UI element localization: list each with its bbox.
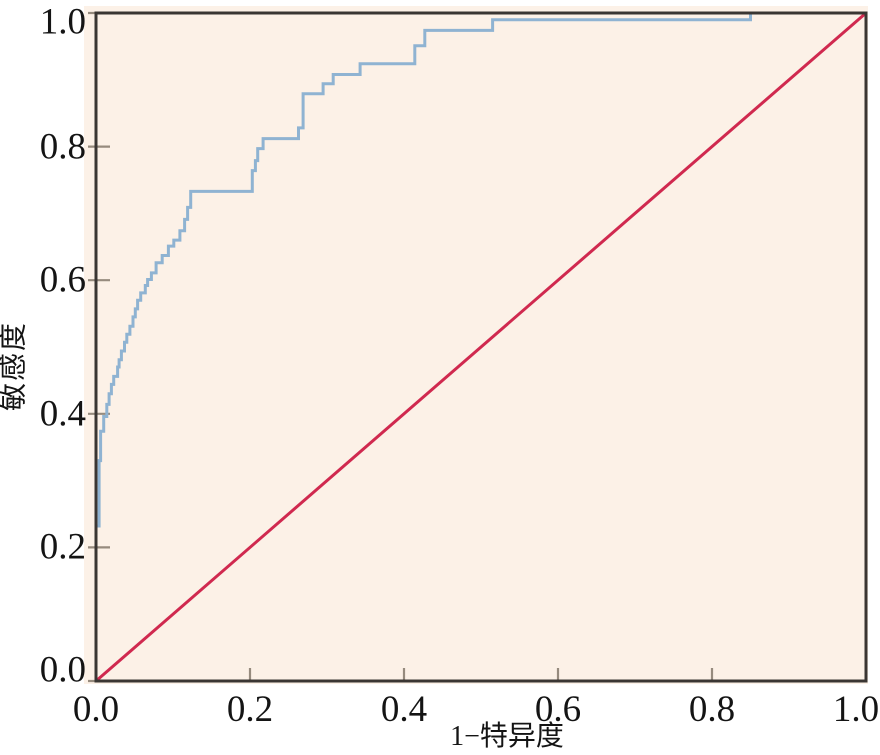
reference-diagonal-line [95, 11, 867, 683]
x-tick-label: 1.0 [832, 689, 880, 730]
y-tick-label: 0.4 [39, 393, 86, 435]
x-tick-label: 0.4 [380, 689, 428, 730]
x-axis-title: 1−特异度 [450, 721, 564, 752]
y-tick-label: 0.8 [39, 126, 86, 168]
panel-background [84, 6, 868, 684]
x-tick-label: 0.8 [688, 689, 736, 730]
y-axis-title: 敏感度 [0, 320, 30, 412]
x-tick-label: 0.2 [226, 689, 274, 730]
y-tick-label: 0.6 [39, 259, 86, 301]
x-tick-label: 0.6 [534, 689, 582, 730]
axis-frame [94, 11, 868, 683]
y-tick-label: 0.0 [39, 649, 86, 691]
y-tick-label: 1.0 [39, 1, 86, 43]
roc-curve-line [96, 11, 866, 528]
x-tick-label: 0.0 [72, 689, 120, 730]
y-tick-label: 0.2 [39, 526, 86, 568]
